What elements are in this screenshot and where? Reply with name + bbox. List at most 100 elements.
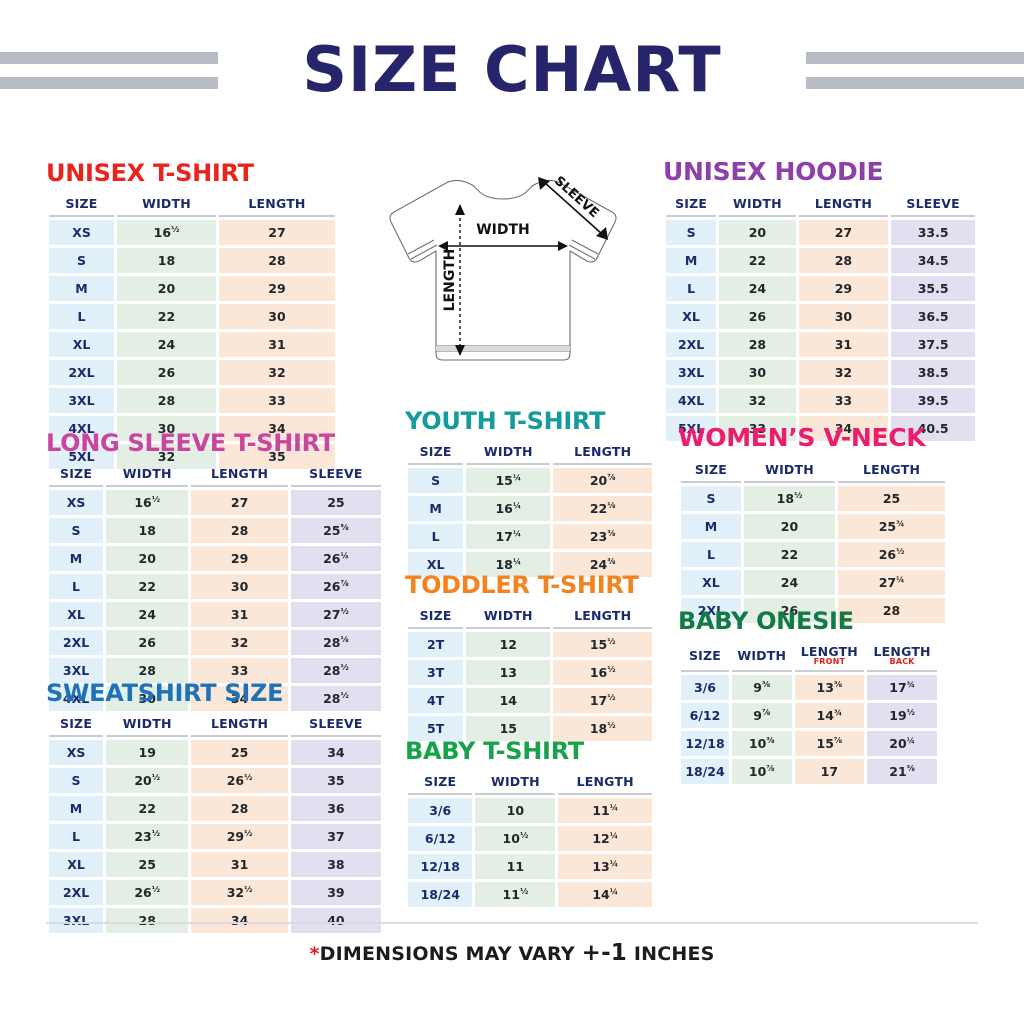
- table-row: S 18 28 25⅝: [49, 518, 381, 544]
- cell-size: 12/18: [681, 731, 729, 757]
- column-header-width: WIDTH: [719, 194, 796, 217]
- table-row: S 18 28: [49, 248, 335, 274]
- table-row: 4XL 30 34 28½: [49, 686, 381, 712]
- table-row: 2XL 26½ 32½ 39: [49, 880, 381, 906]
- column-header-size: SIZE: [681, 460, 741, 483]
- header-bar: [806, 76, 1024, 89]
- section-title: YOUTH T-SHIRT: [405, 407, 606, 435]
- table-header-row: SIZE WIDTH LENGTH SLEEVE: [49, 464, 381, 488]
- cell-length: 15½: [553, 632, 652, 658]
- cell-width: 11½: [475, 882, 556, 908]
- cell-width: 26: [117, 360, 216, 386]
- cell-size: XS: [49, 490, 104, 516]
- size-table-long-sleeve: SIZE WIDTH LENGTH SLEEVE XS 16½ 27 25 S 18 28 25⅝ M 2…: [46, 461, 384, 714]
- cell-sleeve: 34: [290, 740, 381, 766]
- column-header-width: WIDTH: [743, 460, 836, 483]
- cell-size: 4XL: [666, 387, 717, 413]
- svg-text:LENGTH: LENGTH: [442, 249, 458, 312]
- column-header-size: SIZE: [666, 194, 717, 217]
- cell-sleeve: 39: [290, 880, 381, 906]
- cell-length: 29: [191, 546, 288, 572]
- cell-size: 2XL: [666, 331, 717, 357]
- size-table-unisex-hoodie: SIZE WIDTH LENGTH SLEEVE S 20 27 33.5 M 22 28 34.5 L…: [663, 191, 978, 444]
- table-row: L 22 30: [49, 304, 335, 330]
- cell-length: 26½: [838, 541, 945, 567]
- cell-sleeve: 25: [290, 490, 381, 516]
- column-header-width: WIDTH: [731, 642, 792, 673]
- cell-width: 20: [106, 546, 189, 572]
- column-header-length: LENGTH: [838, 460, 945, 483]
- table-header-row: SIZE WIDTH LENGTH: [408, 606, 652, 630]
- cell-length: 32½: [191, 880, 288, 906]
- cell-size: 2XL: [49, 360, 115, 386]
- page-title: SIZE CHART: [302, 33, 722, 106]
- cell-sleeve: 40: [290, 908, 381, 934]
- cell-width: 22: [743, 541, 836, 567]
- cell-width: 10⅜: [731, 731, 792, 757]
- cell-width: 23½: [106, 824, 189, 850]
- cell-sleeve: 37.5: [891, 331, 975, 357]
- table-row: XL 25 31 38: [49, 852, 381, 878]
- cell-length: 34: [191, 908, 288, 934]
- cell-size: S: [49, 248, 115, 274]
- cell-width: 12: [466, 632, 551, 658]
- table-row: 3XL 28 34 40: [49, 908, 381, 934]
- section-title: BABY T-SHIRT: [405, 737, 584, 765]
- table-header-row: SIZE WIDTH LENGTH SLEEVE: [666, 194, 975, 217]
- table-row: S 15¼ 20⅞: [408, 468, 652, 494]
- section-title: UNISEX T-SHIRT: [46, 159, 254, 187]
- cell-size: 5XL: [666, 415, 717, 441]
- table-header-row: SIZE WIDTH LENGTH SLEEVE: [49, 714, 381, 738]
- footer-note: *DIMENSIONS MAY VARY +-1 INCHES: [0, 940, 1024, 966]
- cell-sleeve: 34.5: [891, 247, 975, 273]
- cell-width: 18: [117, 248, 216, 274]
- cell-length: 30: [191, 574, 288, 600]
- column-subheader: FRONT: [813, 657, 846, 667]
- cell-width: 18: [106, 518, 189, 544]
- cell-width: 13: [466, 660, 551, 686]
- cell-size: M: [49, 796, 104, 822]
- cell-width: 30: [117, 416, 216, 442]
- cell-sleeve: 28½: [290, 686, 381, 712]
- cell-size: 4T: [408, 688, 464, 714]
- cell-width: 22: [117, 304, 216, 330]
- tshirt-measurement-diagram: WIDTH LENGTH SLEEVE: [378, 168, 640, 400]
- cell-size: 3/6: [681, 675, 729, 701]
- header-bars-left: [0, 51, 218, 89]
- table-row: 4XL 30 34: [49, 416, 335, 442]
- cell-size: 18/24: [408, 882, 473, 908]
- table-row: 5T 15 18½: [408, 716, 652, 742]
- cell-length: 21⅜: [867, 759, 937, 785]
- header-bar: [806, 51, 1024, 64]
- cell-size: L: [49, 824, 104, 850]
- cell-length: 34: [218, 416, 335, 442]
- table-row: 4T 14 17½: [408, 688, 652, 714]
- cell-length: 12¼: [558, 826, 652, 852]
- cell-length: 29: [798, 275, 889, 301]
- header-bars-right: [806, 51, 1024, 89]
- cell-size: 5T: [408, 716, 464, 742]
- cell-length: 23⅜: [553, 524, 652, 550]
- cell-width: 15: [466, 716, 551, 742]
- cell-length: 34: [798, 415, 889, 441]
- cell-size: S: [49, 518, 104, 544]
- cell-length: 33: [798, 387, 889, 413]
- cell-length: 24⅜: [553, 552, 652, 578]
- cell-length: 13⅜: [794, 675, 865, 701]
- column-header-length-front: LENGTH FRONT: [794, 642, 865, 673]
- table-row: XL 18¼ 24⅜: [408, 552, 652, 578]
- cell-width: 24: [719, 275, 796, 301]
- cell-length: 19½: [867, 703, 937, 729]
- cell-size: M: [666, 247, 717, 273]
- footer-text-after: INCHES: [627, 943, 715, 965]
- table-header-row: SIZE WIDTH LENGTH: [408, 442, 652, 466]
- cell-size: 5XL: [49, 444, 115, 470]
- cell-size: XL: [49, 602, 104, 628]
- cell-length: 25: [838, 485, 945, 511]
- cell-width: 16¼: [466, 496, 551, 522]
- cell-width: 26: [719, 303, 796, 329]
- section-unisex-hoodie: UNISEX HOODIE SIZE WIDTH LENGTH SLEEVE S 20 27…: [663, 158, 978, 444]
- header-bar: [0, 76, 218, 89]
- cell-length: 31: [218, 332, 335, 358]
- section-title: WOMEN’S V-NECK: [678, 423, 926, 452]
